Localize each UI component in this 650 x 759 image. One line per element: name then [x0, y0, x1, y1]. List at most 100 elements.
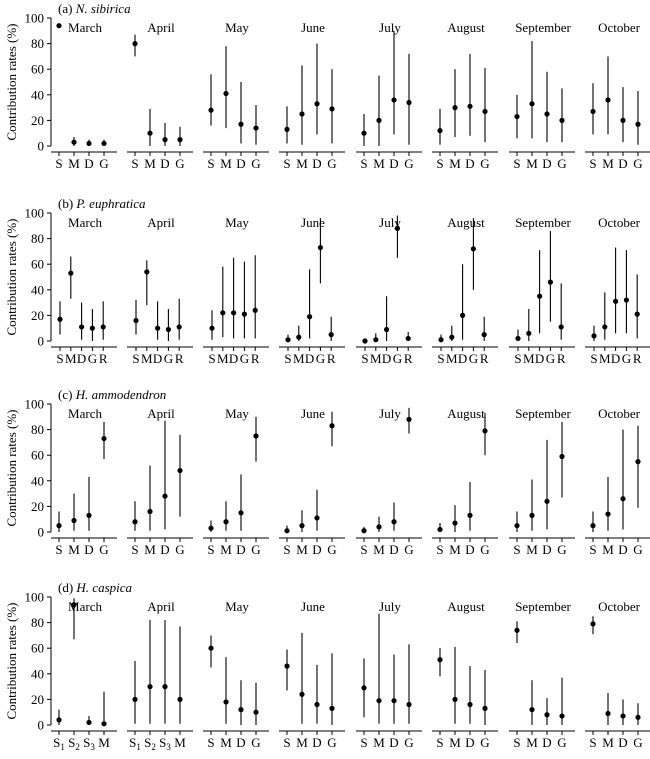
data-point — [620, 496, 626, 502]
source-tick-label: M — [65, 351, 77, 366]
source-tick-label: S — [361, 351, 368, 366]
y-tick-label: 80 — [31, 231, 44, 246]
source-tick-label: D — [389, 156, 398, 171]
data-point — [100, 324, 106, 330]
data-point — [307, 314, 313, 320]
source-tick-label: M — [526, 156, 538, 171]
data-point — [252, 307, 258, 313]
month-label: October — [598, 20, 641, 35]
source-tick-label: D — [312, 542, 321, 557]
month-label: August — [447, 599, 485, 614]
y-tick-label: 40 — [31, 282, 44, 297]
month-label: March — [68, 20, 102, 35]
source-tick-label: G — [164, 351, 173, 366]
month-label: March — [68, 215, 102, 230]
source-tick-label: D — [542, 156, 551, 171]
data-point — [86, 512, 92, 518]
source-tick-label: D — [305, 351, 314, 366]
source-tick-label: D — [542, 735, 551, 750]
data-point — [529, 707, 535, 713]
source-tick-label: D — [465, 542, 474, 557]
source-tick-label: S — [207, 156, 214, 171]
data-point — [452, 520, 458, 526]
source-tick-label: D — [84, 542, 93, 557]
data-point — [391, 519, 397, 525]
y-tick-label: 0 — [38, 525, 45, 540]
data-point — [635, 714, 641, 720]
source-tick-label: D — [542, 542, 551, 557]
source-tick-label: S — [208, 351, 215, 366]
y-tick-label: 100 — [25, 206, 45, 221]
data-point — [406, 99, 412, 106]
data-point — [208, 525, 214, 531]
source-tick-label: G — [327, 735, 336, 750]
source-tick-label: S — [283, 542, 290, 557]
source-tick-label: S — [513, 156, 520, 171]
source-tick-label: D — [465, 156, 474, 171]
data-point — [79, 324, 85, 330]
data-point — [544, 498, 550, 504]
source-tick-label: S — [55, 156, 62, 171]
panel-title: (b) P. euphratica — [58, 196, 146, 211]
month-label: March — [68, 599, 102, 614]
source-tick-label: S — [207, 735, 214, 750]
data-point — [482, 428, 488, 434]
data-point — [482, 108, 488, 115]
month-label: October — [598, 599, 641, 614]
data-point — [437, 657, 443, 663]
data-point — [329, 423, 335, 429]
data-point — [544, 712, 550, 718]
y-tick-label: 0 — [38, 139, 45, 154]
data-point — [544, 111, 550, 117]
y-tick-label: 20 — [31, 113, 44, 128]
y-tick-label: 60 — [31, 641, 44, 656]
y-axis-title: Contribution rates (%) — [4, 603, 19, 720]
data-point — [437, 128, 443, 134]
source-tick-label: G — [175, 542, 184, 557]
month-label: April — [147, 20, 175, 35]
data-point — [155, 325, 161, 331]
data-point — [71, 139, 77, 145]
source-tick-label: S — [513, 542, 520, 557]
data-point — [132, 41, 138, 47]
source-tick-label: S — [436, 735, 443, 750]
month-label: July — [379, 20, 401, 35]
data-point — [467, 512, 473, 518]
data-point — [437, 526, 443, 533]
source-tick-label: M — [523, 351, 535, 366]
source-tick-label: G — [327, 542, 336, 557]
data-point — [376, 117, 382, 123]
data-point — [384, 326, 390, 333]
y-tick-label: 100 — [25, 590, 45, 605]
month-label: August — [447, 20, 485, 35]
y-tick-label: 80 — [31, 36, 44, 51]
data-point — [376, 524, 382, 530]
y-axis-title: Contribution rates (%) — [4, 410, 19, 527]
data-point — [299, 523, 305, 529]
source-tick-label: D — [535, 351, 544, 366]
data-point — [147, 508, 153, 515]
y-tick-label: 40 — [31, 473, 44, 488]
y-tick-label: 60 — [31, 257, 44, 272]
source-tick-label: R — [175, 351, 184, 366]
data-point — [253, 433, 259, 439]
source-tick-label: M — [602, 156, 614, 171]
month-label: April — [147, 406, 175, 421]
panel-a: 0 20 40 60 80 100 Contribution rates (%) (a) N.… — [4, 1, 650, 171]
data-point — [238, 707, 244, 713]
data-point — [284, 126, 290, 132]
source-tick-label: M — [296, 735, 308, 750]
y-tick-label: 20 — [31, 692, 44, 707]
source-tick-label: G — [622, 351, 631, 366]
source-tick-label: D — [458, 351, 467, 366]
source-tick-label: G — [633, 735, 642, 750]
data-point — [223, 90, 229, 97]
data-point — [177, 467, 183, 474]
data-point — [590, 523, 596, 529]
data-point — [558, 324, 564, 330]
data-point — [314, 701, 320, 708]
source-tick-label: M — [446, 351, 458, 366]
data-point — [253, 709, 259, 715]
data-point — [406, 416, 412, 422]
